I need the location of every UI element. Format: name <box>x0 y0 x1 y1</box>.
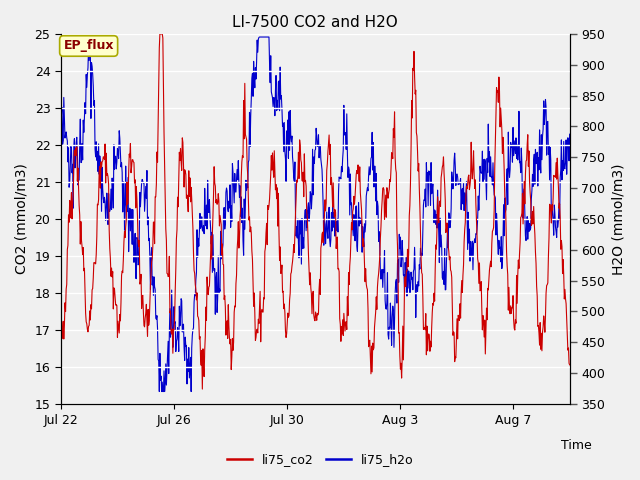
Text: Time: Time <box>561 439 591 452</box>
Y-axis label: H2O (mmol/m3): H2O (mmol/m3) <box>611 163 625 275</box>
Y-axis label: CO2 (mmol/m3): CO2 (mmol/m3) <box>15 164 29 275</box>
Text: EP_flux: EP_flux <box>63 39 114 52</box>
Legend: li75_co2, li75_h2o: li75_co2, li75_h2o <box>221 448 419 471</box>
Title: LI-7500 CO2 and H2O: LI-7500 CO2 and H2O <box>232 15 398 30</box>
